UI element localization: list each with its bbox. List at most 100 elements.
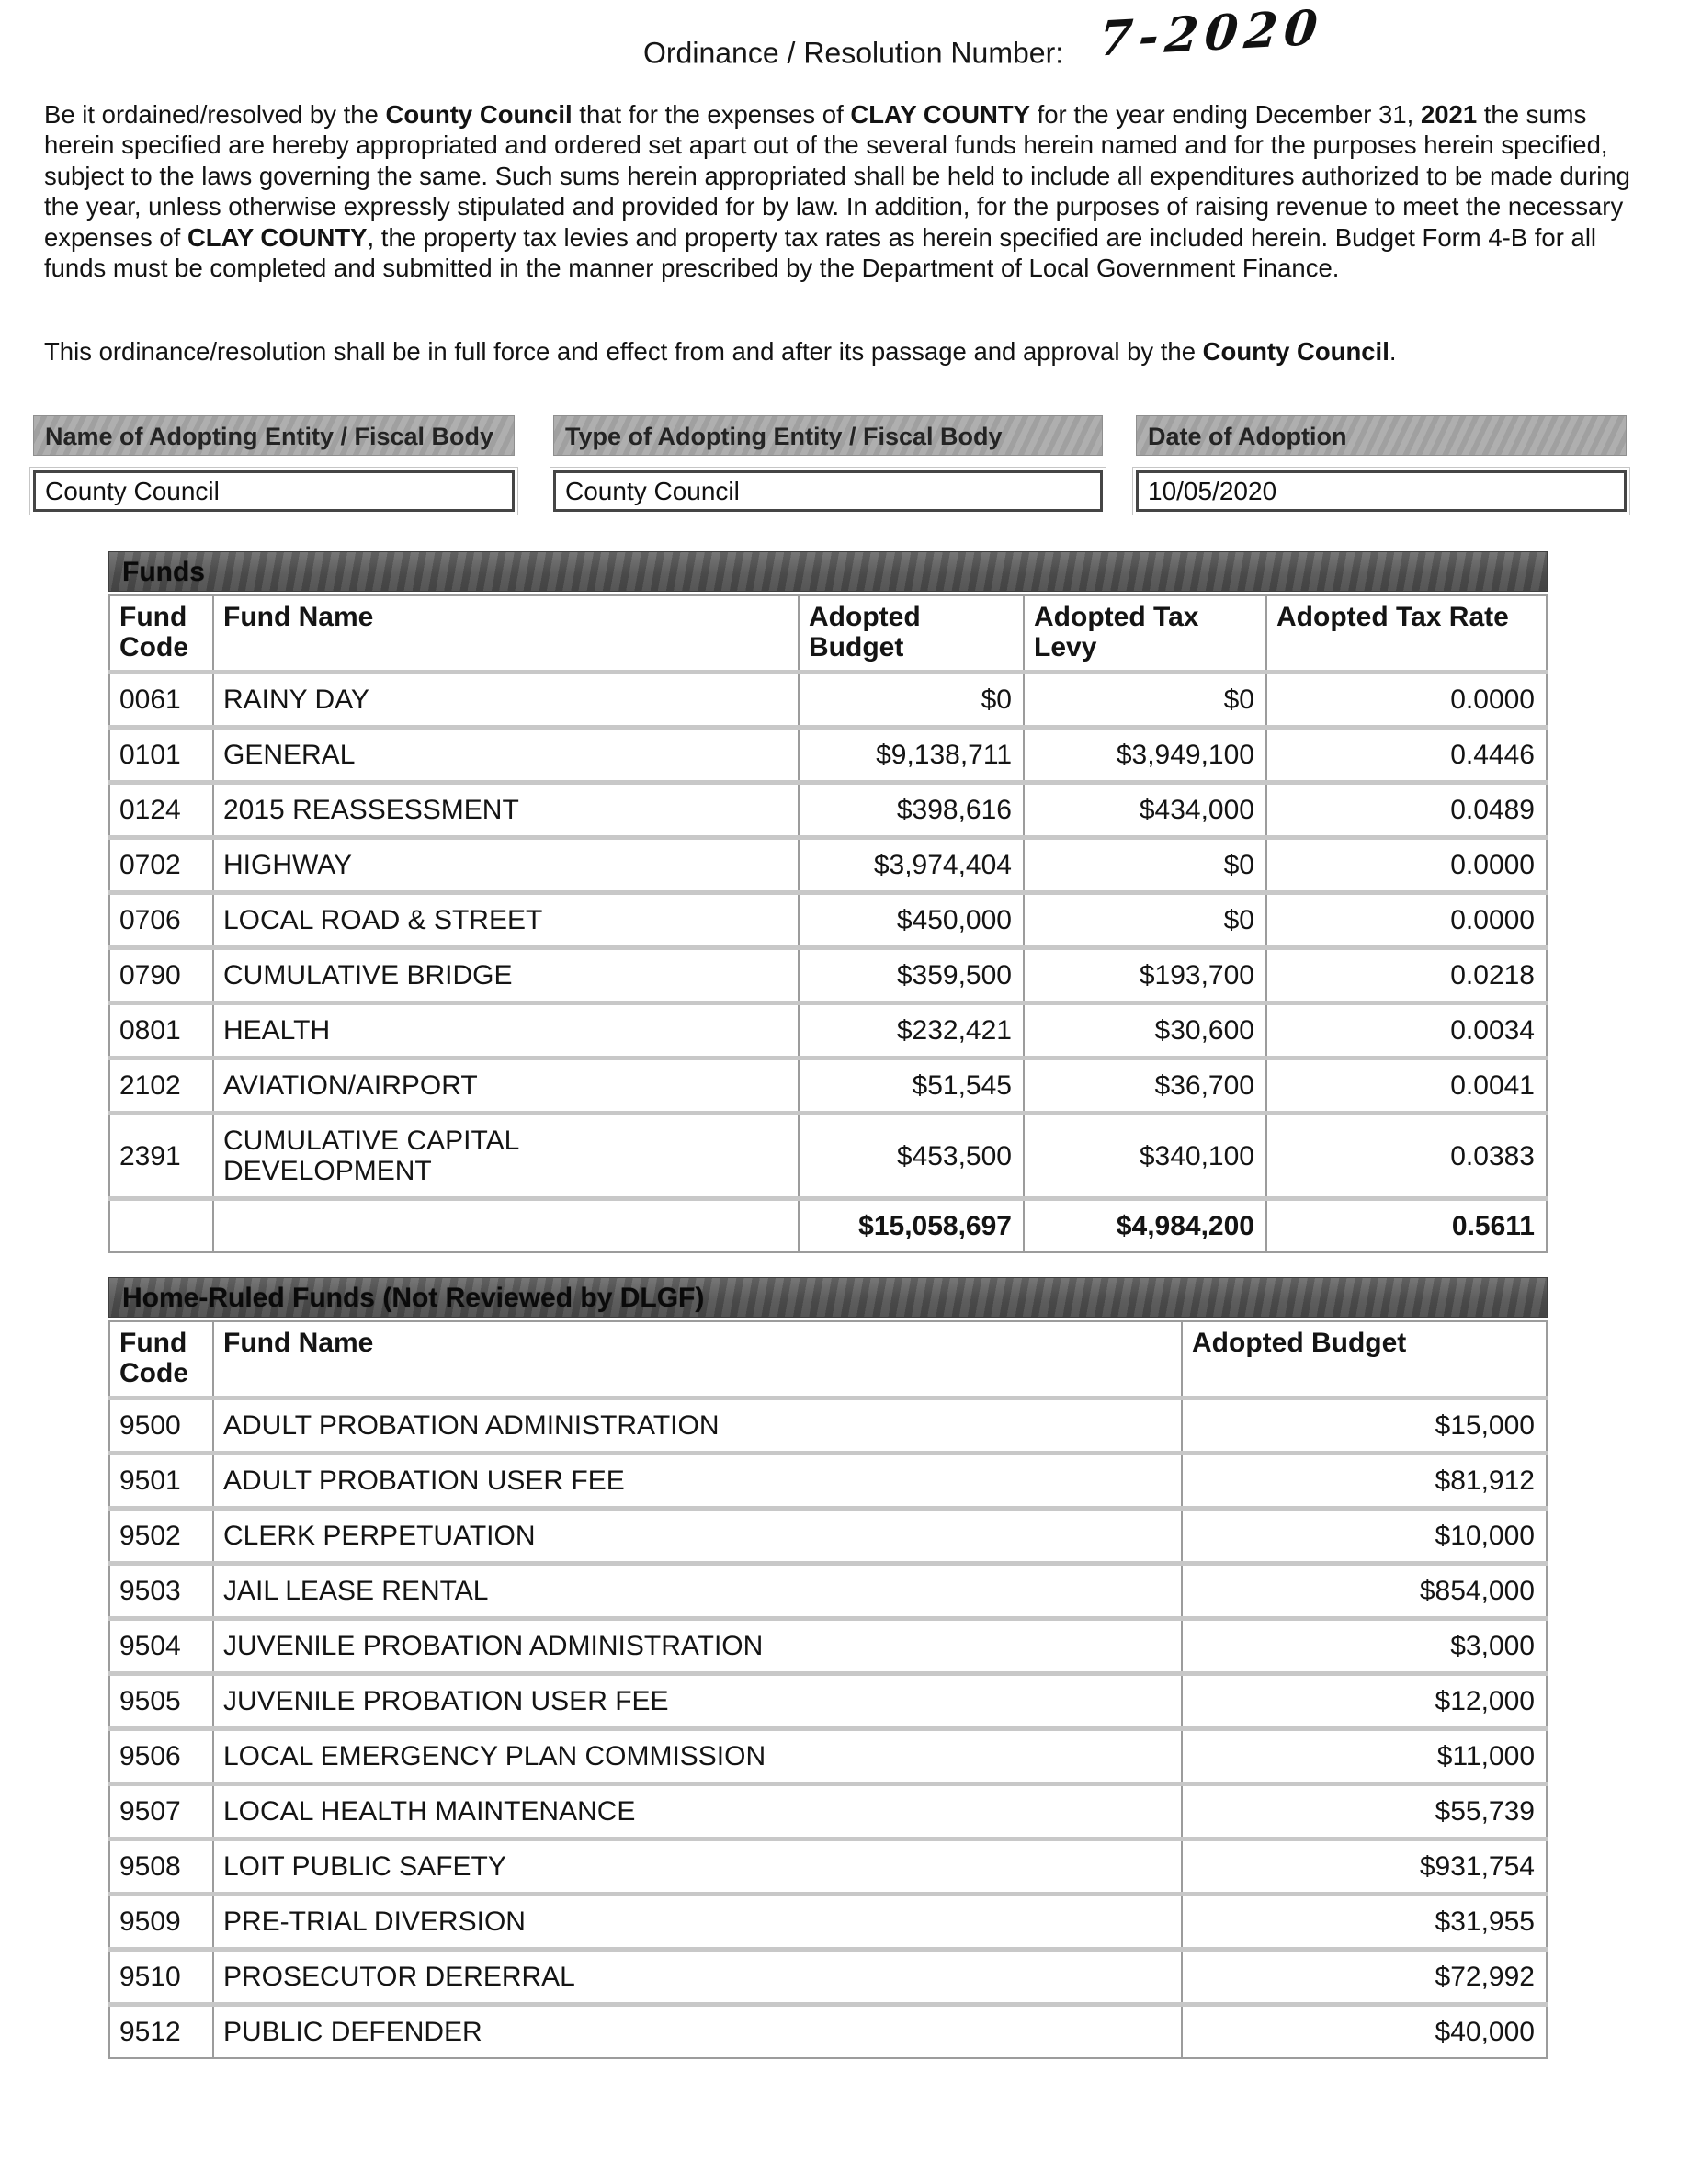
column-header-fund-code: Fund Code <box>119 1328 188 1388</box>
home-fund-row: 9502 CLERK PERPETUATION $10,000 <box>109 1508 1547 1564</box>
adopted-tax-rate-cell: 0.0041 <box>1265 1058 1547 1114</box>
total-adopted-budget-cell: $15,058,697 <box>798 1198 1024 1252</box>
column-header-adopted-tax-rate: Adopted Tax Rate <box>1265 595 1547 673</box>
column-header-adopted-budget: Adopted Budget <box>1181 1321 1547 1398</box>
adopted-budget-cell: $72,992 <box>1181 1949 1547 2005</box>
adopted-tax-levy-cell: $0 <box>1023 837 1266 893</box>
fund-code-cell: 9500 <box>119 1410 181 1441</box>
fund-name-cell: HEALTH <box>212 1002 799 1058</box>
home-fund-row: 9503 JAIL LEASE RENTAL $854,000 <box>109 1563 1547 1619</box>
fund-code-cell: 0702 <box>119 850 181 880</box>
fund-name-cell: PRE-TRIAL DIVERSION <box>212 1894 1182 1950</box>
fund-name-cell: ADULT PROBATION USER FEE <box>212 1453 1182 1509</box>
adopted-tax-levy-cell: $340,100 <box>1023 1113 1266 1199</box>
fund-row: 0801 HEALTH $232,421 $30,600 0.0034 <box>109 1002 1547 1058</box>
adopted-budget-cell: $31,955 <box>1181 1894 1547 1950</box>
adopted-budget-cell: $51,545 <box>798 1058 1024 1114</box>
field-label-bar: Type of Adopting Entity / Fiscal Body <box>553 415 1103 456</box>
home-fund-row: 9506 LOCAL EMERGENCY PLAN COMMISSION $11… <box>109 1728 1547 1784</box>
home-fund-row: 9509 PRE-TRIAL DIVERSION $31,955 <box>109 1894 1547 1950</box>
adopted-tax-levy-cell: $0 <box>1023 892 1266 948</box>
adopted-budget-cell: $40,000 <box>1181 2004 1547 2058</box>
adopted-budget-cell: $3,974,404 <box>798 837 1024 893</box>
adopted-tax-rate-cell: 0.0383 <box>1265 1113 1547 1199</box>
fund-name-cell: CUMULATIVE BRIDGE <box>212 947 799 1003</box>
fund-name-cell: CUMULATIVE CAPITAL DEVELOPMENT <box>212 1113 799 1199</box>
fund-row: 0124 2015 REASSESSMENT $398,616 $434,000… <box>109 782 1547 838</box>
fund-code-cell: 9502 <box>119 1521 181 1551</box>
adopted-tax-rate-cell: 0.0489 <box>1265 782 1547 838</box>
fund-name-cell <box>212 1198 799 1252</box>
fund-code-cell: 9507 <box>119 1796 181 1827</box>
adopted-budget-cell: $3,000 <box>1181 1618 1547 1674</box>
fund-code-cell: 0124 <box>119 795 181 825</box>
fund-code-cell: 0101 <box>119 740 181 770</box>
home-fund-row: 9501 ADULT PROBATION USER FEE $81,912 <box>109 1453 1547 1509</box>
adopted-tax-rate-cell: 0.4446 <box>1265 727 1547 783</box>
fund-code-cell: 9506 <box>119 1741 181 1771</box>
fund-code-cell: 9504 <box>119 1631 181 1661</box>
adoption-field-name: Name of Adopting Entity / Fiscal Body Co… <box>29 415 518 515</box>
effect-paragraph: This ordinance/resolution shall be in fu… <box>44 336 1397 366</box>
column-header-fund-code: Fund Code <box>119 602 188 662</box>
fund-row: 0706 LOCAL ROAD & STREET $450,000 $0 0.0… <box>109 892 1547 948</box>
fund-name-cell: 2015 REASSESSMENT <box>212 782 799 838</box>
column-header-fund-name: Fund Name <box>212 595 799 673</box>
adopted-tax-levy-cell: $434,000 <box>1023 782 1266 838</box>
adopted-budget-cell: $931,754 <box>1181 1839 1547 1895</box>
adopted-budget-cell: $398,616 <box>798 782 1024 838</box>
fund-row: 0101 GENERAL $9,138,711 $3,949,100 0.444… <box>109 727 1547 783</box>
adoption-fields-row: Name of Adopting Entity / Fiscal Body Co… <box>0 415 1690 516</box>
fund-name-cell: ADULT PROBATION ADMINISTRATION <box>212 1398 1182 1454</box>
funds-table: Fund Code Fund Name Adopted Budget Adopt… <box>108 594 1548 1253</box>
fund-code-cell: 9505 <box>119 1686 181 1716</box>
ordinance-number-label: Ordinance / Resolution Number: <box>643 36 1064 70</box>
fund-code-cell: 2102 <box>119 1070 181 1101</box>
home-fund-row: 9508 LOIT PUBLIC SAFETY $931,754 <box>109 1839 1547 1895</box>
fund-name-cell: JUVENILE PROBATION USER FEE <box>212 1673 1182 1729</box>
fund-code-cell: 0706 <box>119 905 181 935</box>
fund-name-cell: GENERAL <box>212 727 799 783</box>
adopted-tax-rate-cell: 0.0034 <box>1265 1002 1547 1058</box>
column-header-fund-name: Fund Name <box>212 1321 1182 1398</box>
field-label-bar: Name of Adopting Entity / Fiscal Body <box>33 415 515 456</box>
fund-code-cell: 0790 <box>119 960 181 990</box>
column-header-adopted-tax-levy: Adopted Tax Levy <box>1023 595 1266 673</box>
fund-name-cell: LOCAL HEALTH MAINTENANCE <box>212 1783 1182 1839</box>
fund-code-cell: 0061 <box>119 685 181 715</box>
funds-title-bar: Funds <box>108 551 1548 592</box>
field-value-box: County Council <box>29 467 518 515</box>
adopted-budget-cell: $9,138,711 <box>798 727 1024 783</box>
fund-row: 0061 RAINY DAY $0 $0 0.0000 <box>109 672 1547 728</box>
adopted-budget-cell: $232,421 <box>798 1002 1024 1058</box>
adopted-budget-cell: $854,000 <box>1181 1563 1547 1619</box>
adopted-tax-levy-cell: $36,700 <box>1023 1058 1266 1114</box>
total-adopted-tax-levy-cell: $4,984,200 <box>1023 1198 1266 1252</box>
fund-row: 0790 CUMULATIVE BRIDGE $359,500 $193,700… <box>109 947 1547 1003</box>
adopted-budget-cell: $453,500 <box>798 1113 1024 1199</box>
fund-name-cell: PUBLIC DEFENDER <box>212 2004 1182 2058</box>
field-value-box: County Council <box>550 467 1106 515</box>
fund-name-cell: JUVENILE PROBATION ADMINISTRATION <box>212 1618 1182 1674</box>
fund-name-cell: LOCAL EMERGENCY PLAN COMMISSION <box>212 1728 1182 1784</box>
fund-code-cell: 0801 <box>119 1015 181 1046</box>
fund-name-cell: LOIT PUBLIC SAFETY <box>212 1839 1182 1895</box>
fund-row: 2102 AVIATION/AIRPORT $51,545 $36,700 0.… <box>109 1058 1547 1114</box>
adopted-tax-levy-cell: $0 <box>1023 672 1266 728</box>
adopted-tax-rate-cell: 0.0000 <box>1265 837 1547 893</box>
funds-header-row: Fund Code Fund Name Adopted Budget Adopt… <box>109 595 1547 673</box>
field-value-box: 10/05/2020 <box>1132 467 1630 515</box>
adopted-budget-cell: $359,500 <box>798 947 1024 1003</box>
adoption-field-date: Date of Adoption 10/05/2020 <box>1132 415 1630 515</box>
adopted-tax-levy-cell: $193,700 <box>1023 947 1266 1003</box>
adopted-tax-rate-cell: 0.0000 <box>1265 672 1547 728</box>
home-fund-row: 9504 JUVENILE PROBATION ADMINISTRATION $… <box>109 1618 1547 1674</box>
home-fund-row: 9500 ADULT PROBATION ADMINISTRATION $15,… <box>109 1398 1547 1454</box>
home-ruled-title-bar: Home-Ruled Funds (Not Reviewed by DLGF) <box>108 1277 1548 1318</box>
home-fund-row: 9507 LOCAL HEALTH MAINTENANCE $55,739 <box>109 1783 1547 1839</box>
fund-code-cell: 9503 <box>119 1576 181 1606</box>
fund-name-cell: AVIATION/AIRPORT <box>212 1058 799 1114</box>
home-ruled-table: Fund Code Fund Name Adopted Budget 9500 … <box>108 1320 1548 2059</box>
adopted-tax-rate-cell: 0.0000 <box>1265 892 1547 948</box>
